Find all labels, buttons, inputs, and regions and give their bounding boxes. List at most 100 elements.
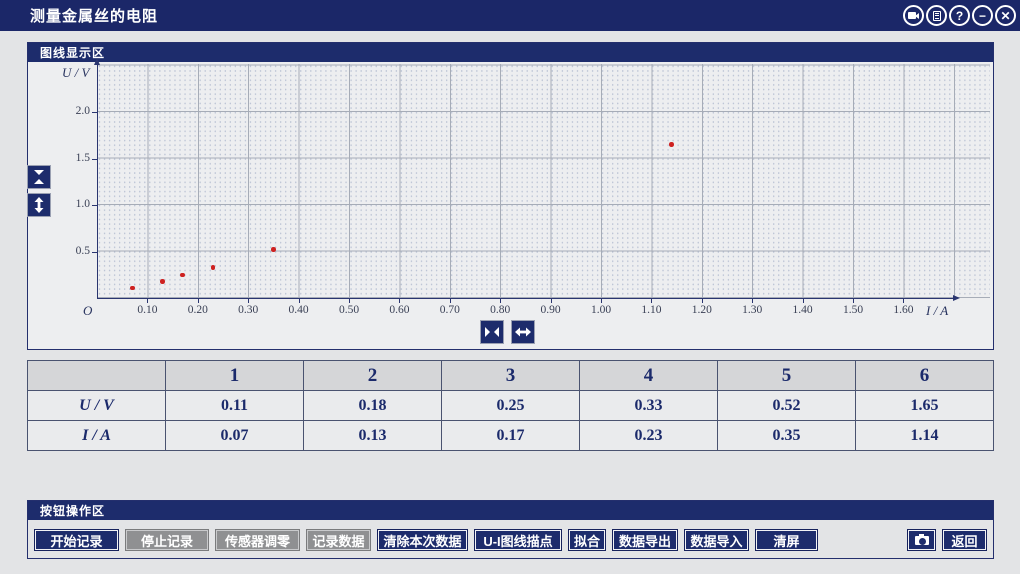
y-tick-mark [92,251,97,253]
x-tick-mark [903,299,905,303]
window-controls: ? − ✕ [903,5,1020,26]
table-row: I / A 0.07 0.13 0.17 0.23 0.35 1.14 [27,420,994,451]
x-tick-label: 1.50 [842,304,864,316]
x-tick-mark [147,299,149,303]
close-glyph: ✕ [1000,8,1011,23]
table-column-header: 1 [165,360,304,391]
x-axis-label: I / A [926,303,949,318]
control-button-传感器调零[interactable]: 传感器调零 [215,529,300,551]
minimize-glyph: − [978,8,986,23]
close-icon[interactable]: ✕ [995,5,1016,26]
video-record-icon[interactable] [903,5,924,26]
vertical-expand-button[interactable] [27,193,51,217]
x-tick-mark [601,299,602,303]
chart-grid [97,64,990,298]
table-row: U / V 0.11 0.18 0.25 0.33 0.52 1.65 [27,390,994,421]
control-button-U-I图线描点[interactable]: U-I图线描点 [474,529,562,551]
video-camera-glyph [908,12,919,19]
x-tick-mark [349,299,350,303]
y-tick-label: 2.0 [75,105,90,117]
x-tick-mark [197,299,199,303]
control-button-清除本次数据[interactable]: 清除本次数据 [377,529,468,551]
compress-horizontal-icon [485,327,499,337]
help-icon[interactable]: ? [949,5,970,26]
x-tick-label: 0.80 [490,304,511,316]
y-axis [94,58,100,298]
x-tick-mark [298,299,300,303]
table-cell: 0.33 [579,390,718,421]
x-tick-mark [853,299,854,303]
table-cell: 1.14 [855,420,994,451]
x-tick-mark [701,299,703,303]
table-cell: 0.18 [303,390,442,421]
x-tick-label: 0.30 [238,304,259,316]
table-corner-cell [27,360,166,391]
x-tick-label: 1.20 [691,304,712,316]
control-button-开始记录[interactable]: 开始记录 [34,529,119,551]
x-tick-label: 0.90 [540,304,561,316]
y-tick-label: 1.5 [75,151,90,164]
y-tick-label: 1.0 [75,198,90,210]
plot-area: U / V I / A O [27,58,993,349]
origin-label: O [83,303,93,318]
x-tick-mark [500,299,502,303]
x-tick-label: 0.70 [439,304,460,316]
table-cell: 0.11 [165,390,304,421]
window-title: 测量金属丝的电阻 [30,8,159,25]
x-tick-label: 1.00 [590,304,612,316]
x-tick-label: 0.50 [338,304,360,316]
controls-panel: 按钮操作区 开始记录 停止记录 传感器调零 记录数据 清除本次数据 U-I图线描点 拟合 数据… [27,500,994,559]
expand-horizontal-icon [515,327,531,337]
expand-vertical-icon [34,197,44,213]
control-button-记录数据[interactable]: 记录数据 [306,529,371,551]
control-button-数据导入[interactable]: 数据导入 [684,529,749,551]
control-button-停止记录[interactable]: 停止记录 [125,529,209,551]
horizontal-compress-button[interactable] [480,320,504,344]
controls-button-row: 开始记录 停止记录 传感器调零 记录数据 清除本次数据 U-I图线描点 拟合 数据导出 数据导入… [28,520,993,560]
table-column-header: 6 [855,360,994,391]
controls-panel-header: 按钮操作区 [28,501,993,520]
camera-icon [914,533,929,545]
guide-document-icon[interactable] [926,5,947,26]
x-tick-mark [752,299,754,303]
y-tick-mark [92,112,97,113]
x-tick-mark [449,299,451,303]
x-tick-label: 0.60 [389,304,410,316]
minimize-icon[interactable]: − [972,5,993,26]
y-tick-mark [92,158,97,160]
document-glyph [932,10,941,21]
control-button-数据导出[interactable]: 数据导出 [612,529,678,551]
control-button-拟合[interactable]: 拟合 [568,529,606,551]
x-tick-label: 1.10 [641,304,662,316]
table-cell: 0.07 [165,420,304,451]
control-button-清屏[interactable]: 清屏 [755,529,818,551]
table-cell: 0.35 [717,420,856,451]
y-axis-label: U / V [62,65,90,80]
data-point [669,142,674,147]
x-tick-label: 1.60 [893,304,914,316]
data-point [130,285,135,291]
table-row-label: I / A [27,420,166,451]
x-tick-label: 0.20 [187,304,208,316]
compress-vertical-icon [34,170,44,184]
y-tick-mark [92,205,97,206]
x-tick-label: 0.10 [137,304,158,316]
table-cell: 0.13 [303,420,442,451]
x-tick-label: 1.30 [742,304,763,316]
screenshot-button[interactable] [907,529,936,551]
table-column-header: 3 [441,360,580,391]
x-tick-mark [399,299,401,303]
x-tick-mark [802,299,804,303]
x-tick-label: 0.40 [288,304,309,316]
data-point [160,279,165,284]
table-cell: 0.23 [579,420,718,451]
data-point [210,265,216,270]
table-cell: 1.65 [855,390,994,421]
back-button[interactable]: 返回 [942,529,987,551]
table-column-header: 5 [717,360,856,391]
help-glyph: ? [955,8,964,23]
table-cell: 0.52 [717,390,856,421]
horizontal-expand-button[interactable] [511,320,535,344]
vertical-compress-button[interactable] [27,165,51,189]
